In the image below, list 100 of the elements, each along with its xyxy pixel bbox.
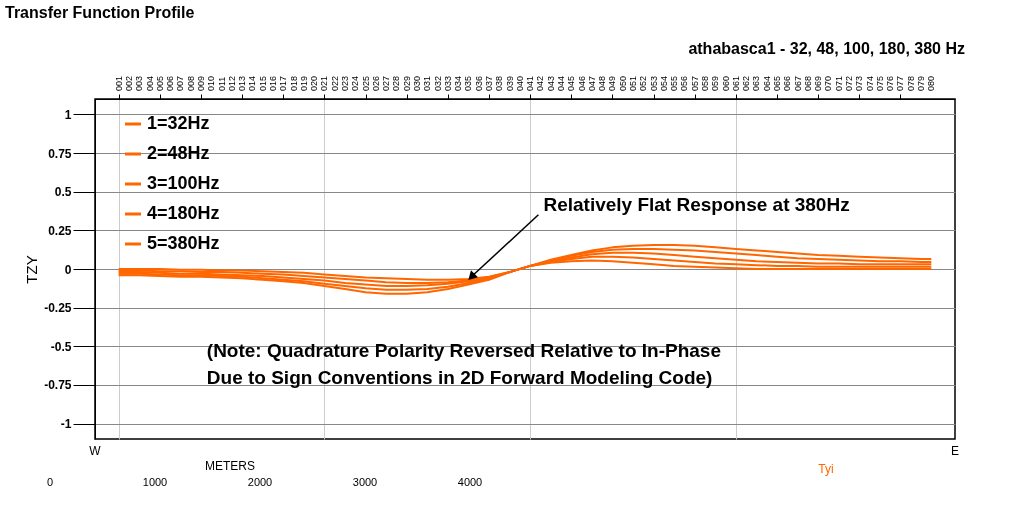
y-tick-label: -0.5: [50, 339, 72, 354]
chart-subtitle: athabasca1 - 32, 48, 100, 180, 380 Hz: [688, 40, 965, 57]
x-tick-label: 033: [442, 75, 453, 91]
legend-label: 5=380Hz: [147, 233, 220, 253]
x-tick-label: 019: [298, 75, 309, 91]
x-tick-label: 077: [895, 75, 906, 91]
text: W: [89, 444, 102, 458]
x-tick-label: 079: [916, 75, 927, 91]
x-tick-label: 037: [484, 75, 494, 91]
x-tick-label: 041: [525, 75, 536, 91]
x-tick-label: 053: [648, 75, 659, 91]
x-tick-label: 045: [566, 75, 577, 91]
x-tick-label: 004: [144, 75, 155, 91]
x-tick-label: 068: [802, 75, 813, 91]
x-tick-label: 071: [833, 75, 844, 91]
x-tick-label: 075: [874, 75, 885, 91]
x-tick-label: 051: [628, 75, 639, 91]
x-tick-label: 017: [278, 75, 289, 91]
x-tick-label: 038: [494, 75, 505, 91]
x-tick-label: 006: [165, 75, 176, 91]
text: E: [950, 444, 960, 458]
x-tick-label: 039: [504, 75, 515, 91]
legend-label: 3=100Hz: [147, 173, 220, 193]
x-tick-label: 032: [432, 75, 443, 91]
x-tick-label: 010: [206, 75, 217, 91]
x-tick-label: 035: [463, 75, 474, 91]
x-tick-label: 009: [195, 75, 206, 91]
x-tick-label: 016: [267, 75, 278, 91]
x-tick-label: 005: [154, 75, 165, 91]
annotation: (Note: Quadrature Polarity Reversed Relative to In-Phase Due to Sign Conventions in 2D Forward Modeling Code): [206, 339, 722, 388]
x-tick-label: 011: [216, 76, 227, 91]
x-tick-label: 024: [350, 75, 361, 91]
x-tick-label: 025: [360, 75, 371, 91]
x-tick-label: 030: [411, 75, 422, 91]
annotation: Relatively Flat Response at 380Hz: [543, 193, 850, 215]
x-tick-label: 015: [257, 75, 268, 91]
chart-title: Transfer Function Profile: [5, 4, 195, 21]
x-tick-label: 060: [720, 75, 731, 91]
x-tick-label: 055: [669, 75, 680, 91]
x-tick-label: 018: [288, 75, 299, 91]
text: 1000: [142, 476, 168, 488]
x-tick-label: 066: [782, 75, 793, 91]
y-tick-label: -0.25: [44, 301, 72, 316]
x-tick-label: 072: [844, 75, 855, 91]
x-tick-label: 022: [329, 75, 340, 91]
x-tick-label: 057: [689, 75, 700, 91]
y-tick-label: 0: [64, 262, 72, 277]
x-tick-label: 014: [247, 75, 258, 91]
x-tick-label: 034: [453, 75, 464, 91]
x-tick-label: 065: [772, 75, 783, 91]
x-tick-label: 029: [401, 75, 412, 91]
x-tick-label: 052: [638, 75, 649, 91]
y-tick-label: -0.75: [44, 378, 72, 393]
x-tick-label: 012: [226, 75, 237, 91]
y-tick-label: 0.25: [48, 223, 72, 238]
y-axis-title: TZY: [23, 255, 41, 284]
x-tick-label: 003: [134, 75, 145, 91]
y-tick-label: 1: [64, 107, 72, 122]
y-tick-label: 0.75: [48, 146, 72, 161]
x-tick-label: 056: [679, 75, 690, 91]
legend-label: 4=180Hz: [147, 203, 220, 223]
text: 4000: [457, 476, 483, 488]
x-tick-label: 080: [926, 75, 937, 91]
x-tick-label: 026: [370, 75, 381, 91]
y-tick-label: -1: [60, 417, 72, 432]
legend-label: 2=48Hz: [147, 143, 210, 163]
x-tick-label: 027: [381, 75, 392, 91]
x-tick-label: 070: [823, 75, 834, 91]
x-tick-label: 042: [535, 75, 546, 91]
x-tick-label: 021: [319, 75, 330, 91]
x-tick-label: 047: [586, 75, 597, 91]
x-tick-label: 046: [576, 75, 587, 91]
x-tick-label: 074: [864, 75, 875, 91]
x-tick-label: 063: [751, 75, 762, 91]
x-tick-label: 078: [905, 75, 916, 91]
x-tick-label: 008: [185, 75, 196, 91]
x-tick-label: 073: [854, 75, 865, 91]
x-tick-label: 044: [556, 75, 566, 91]
y-tick-label: 0.5: [54, 185, 72, 200]
x-tick-label: 062: [741, 75, 752, 91]
x-tick-label: 076: [885, 75, 896, 91]
x-tick-label: 013: [237, 75, 248, 91]
x-tick-label: 023: [339, 75, 350, 91]
x-tick-label: 064: [761, 75, 772, 91]
x-tick-label: 069: [813, 75, 824, 91]
x-tick-label: 049: [607, 75, 618, 91]
x-tick-label: 061: [730, 75, 741, 91]
x-tick-label: 048: [597, 75, 608, 91]
x-tick-label: 002: [123, 75, 134, 91]
legend-label: 1=32Hz: [147, 113, 210, 133]
x-tick-label: 054: [658, 75, 669, 91]
x-tick-label: 007: [175, 75, 186, 91]
x-tick-label: 040: [514, 75, 525, 91]
x-tick-label: 067: [792, 75, 803, 91]
x-tick-label: 059: [710, 75, 721, 91]
x-tick-label: 036: [473, 75, 484, 91]
x-tick-label: 020: [309, 75, 320, 91]
text: 3000: [352, 476, 378, 488]
x-tick-label: 050: [617, 75, 628, 91]
text: Tyi: [818, 462, 834, 476]
